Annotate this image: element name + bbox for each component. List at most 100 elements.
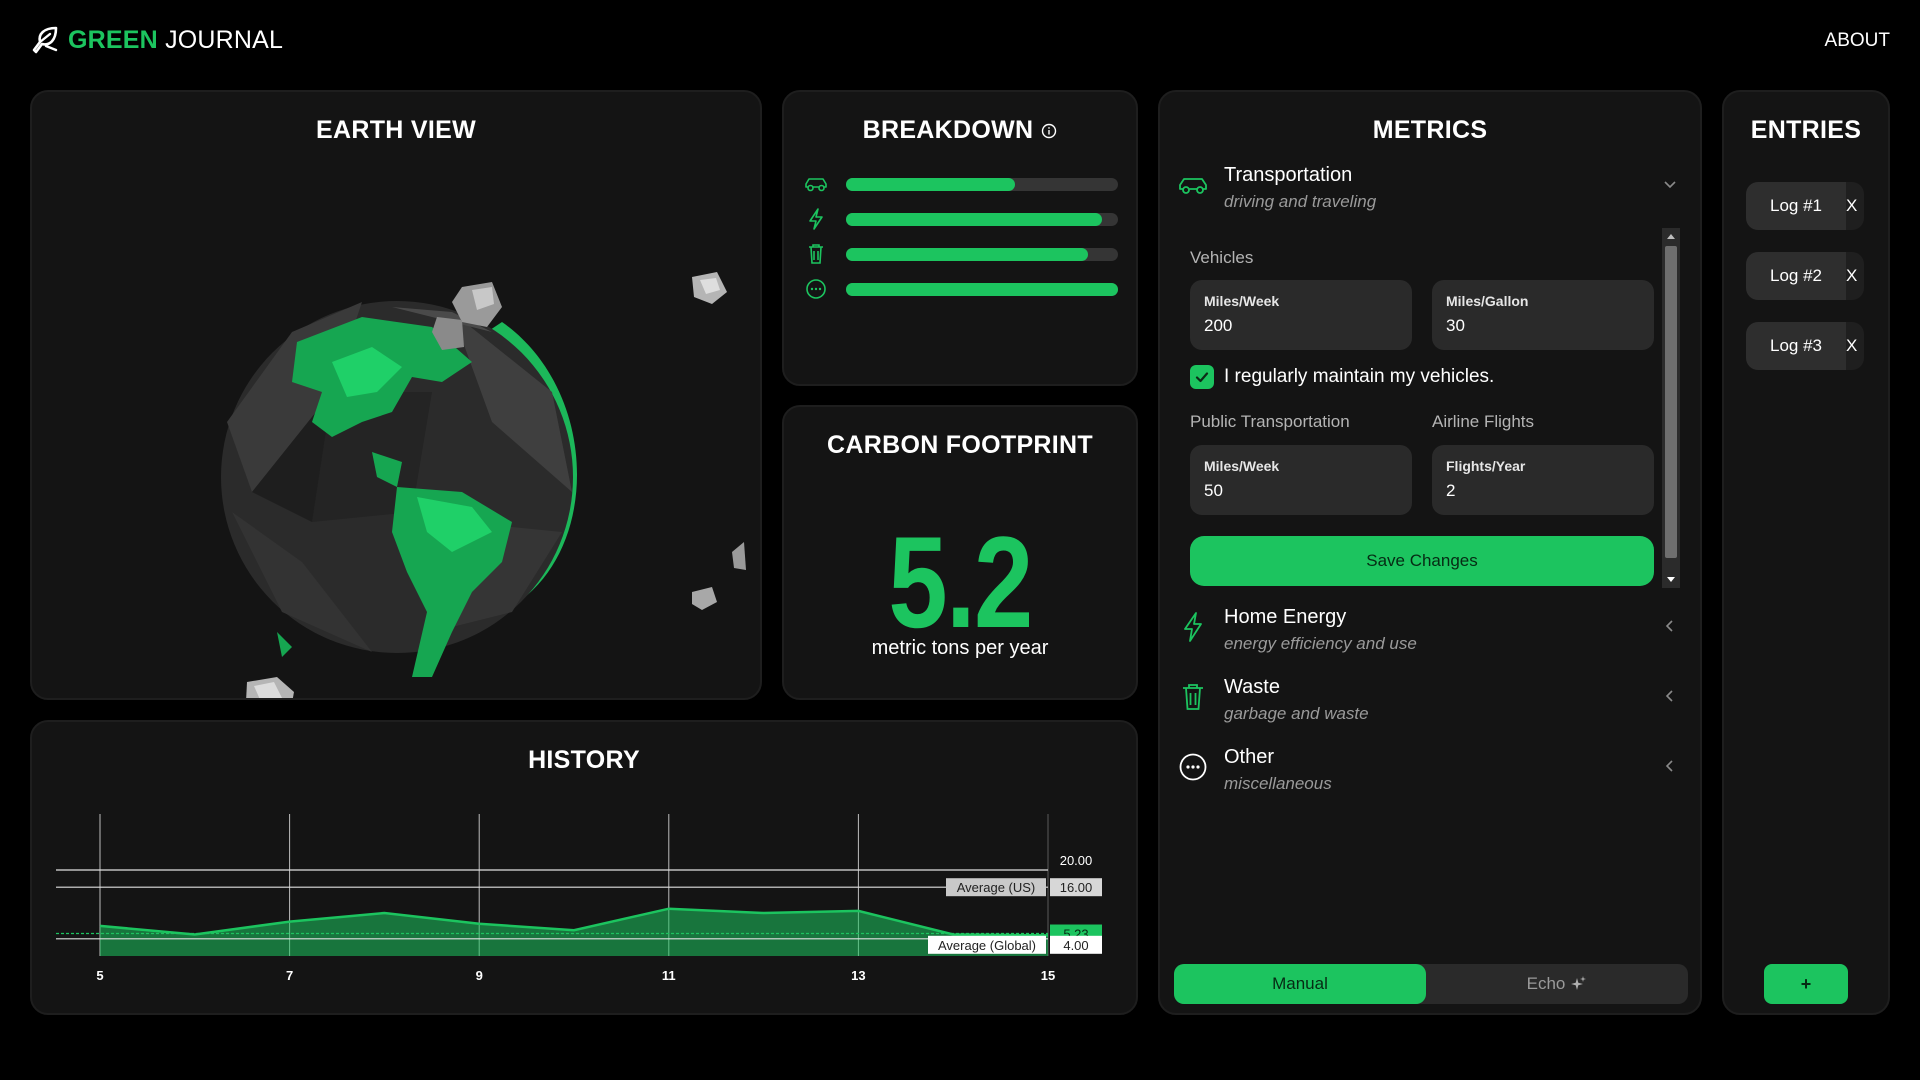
mode-echo-label: Echo	[1526, 974, 1566, 993]
scroll-thumb[interactable]	[1665, 246, 1677, 558]
field-label: Miles/Gallon	[1446, 293, 1529, 309]
category-title: Home Energy	[1224, 606, 1347, 628]
category-other[interactable]: Other miscellaneous	[1176, 746, 1680, 806]
category-waste[interactable]: Waste garbage and waste	[1176, 676, 1680, 736]
breakdown-row-other	[802, 277, 1118, 301]
category-subtitle: energy efficiency and use	[1224, 634, 1417, 653]
entry-log-button[interactable]: Log #1	[1746, 182, 1846, 230]
breakdown-title-text: BREAKDOWN	[862, 116, 1034, 144]
category-title: Transportation	[1224, 164, 1353, 186]
vehicle-miles-week-input[interactable]	[1204, 316, 1364, 336]
vehicles-label: Vehicles	[1190, 248, 1254, 267]
carbon-footprint-unit: metric tons per year	[871, 637, 1049, 659]
category-subtitle: driving and traveling	[1224, 192, 1377, 211]
metrics-title: METRICS	[1372, 116, 1488, 144]
sparkle-icon	[1571, 976, 1587, 990]
field-label: Flights/Year	[1446, 458, 1526, 474]
about-link[interactable]: ABOUT	[1824, 30, 1890, 51]
y-label-average-global-bg	[1050, 935, 1102, 954]
checkmark-icon	[1195, 372, 1209, 383]
maintain-vehicles-label: I regularly maintain my vehicles.	[1224, 366, 1495, 387]
category-subtitle: miscellaneous	[1224, 774, 1332, 793]
flights-year-field[interactable]: Flights/Year	[1432, 445, 1654, 515]
category-subtitle: garbage and waste	[1224, 704, 1369, 723]
earth-view-title: EARTH VIEW	[316, 116, 476, 144]
breakdown-row-waste	[802, 242, 1118, 266]
category-home-energy[interactable]: Home Energy energy efficiency and use	[1176, 606, 1680, 666]
category-title: Other	[1224, 746, 1275, 768]
miles-per-gallon-field[interactable]: Miles/Gallon	[1432, 280, 1654, 350]
metrics-panel: METRICS Transportation driving and trave…	[1158, 90, 1702, 1015]
breakdown-bar-fill	[846, 283, 1118, 296]
history-area	[100, 908, 1048, 956]
entry-log-2: Log #2 X	[1746, 252, 1864, 300]
lightning-icon	[802, 207, 830, 231]
breakdown-row-home-energy	[802, 207, 1118, 231]
entry-remove-button[interactable]: X	[1846, 322, 1864, 370]
trash-icon	[802, 242, 830, 266]
top-bar: GREEN JOURNAL ABOUT	[0, 0, 1920, 84]
entry-remove-button[interactable]: X	[1846, 182, 1864, 230]
breakdown-title: BREAKDOWN	[784, 116, 1136, 145]
caption-average-us-bg	[946, 878, 1046, 897]
chevron-left-icon	[1665, 690, 1673, 702]
history-line	[99, 907, 1049, 937]
save-changes-button[interactable]: Save Changes	[1190, 536, 1654, 586]
entries-panel: ENTRIES Log #1 X Log #2 X Log #3 X +	[1722, 90, 1890, 1015]
y-label-average-us-bg	[1050, 878, 1102, 897]
x-tick-label: 9	[476, 968, 483, 983]
history-panel: HISTORY 20.00 16.00 5.23 4.00 Average (US) Av…	[30, 720, 1138, 1015]
more-icon	[1176, 750, 1210, 784]
info-icon[interactable]	[1041, 123, 1057, 139]
mode-manual-button[interactable]: Manual	[1174, 964, 1426, 1004]
x-tick-label: 7	[286, 968, 293, 983]
add-entry-button[interactable]: +	[1764, 964, 1848, 1004]
entry-remove-button[interactable]: X	[1846, 252, 1864, 300]
earth-globe-canvas[interactable]	[32, 92, 760, 698]
carbon-footprint-panel: CARBON FOOTPRINT 5.2 metric tons per yea…	[782, 405, 1138, 700]
scroll-up-arrow[interactable]	[1662, 228, 1680, 244]
logo-white-text: JOURNAL	[165, 25, 284, 54]
carbon-footprint-title: CARBON FOOTPRINT	[827, 431, 1093, 459]
entry-log-3: Log #3 X	[1746, 322, 1864, 370]
carbon-footprint-value: 5.2	[888, 509, 1033, 655]
logo[interactable]: GREEN JOURNAL	[30, 24, 283, 56]
history-title: HISTORY	[528, 746, 640, 774]
chevron-left-icon	[1665, 620, 1673, 632]
field-label: Miles/Week	[1204, 293, 1280, 309]
breakdown-bar-fill	[846, 213, 1102, 226]
entry-log-button[interactable]: Log #2	[1746, 252, 1846, 300]
y-label-max: 20.00	[1060, 853, 1093, 868]
vehicle-miles-week-field[interactable]: Miles/Week	[1190, 280, 1412, 350]
breakdown-bar-fill	[846, 248, 1089, 261]
chevron-down-icon	[1664, 181, 1676, 189]
car-icon	[802, 172, 830, 196]
category-transportation[interactable]: Transportation driving and traveling	[1176, 164, 1680, 224]
x-tick-label: 11	[662, 968, 676, 983]
breakdown-panel: BREAKDOWN	[782, 90, 1138, 386]
miles-per-gallon-input[interactable]	[1446, 316, 1606, 336]
category-title: Waste	[1224, 676, 1280, 698]
x-tick-label: 5	[96, 968, 103, 983]
field-label: Miles/Week	[1204, 458, 1280, 474]
x-tick-label: 15	[1041, 968, 1055, 983]
maintain-vehicles-checkbox[interactable]	[1190, 365, 1214, 389]
public-miles-week-input[interactable]	[1204, 481, 1364, 501]
mode-echo-button[interactable]: Echo	[1426, 964, 1688, 1004]
car-icon	[1176, 168, 1210, 202]
breakdown-row-transportation	[802, 172, 1118, 196]
logo-text: GREEN JOURNAL	[68, 26, 283, 55]
scroll-down-arrow[interactable]	[1662, 572, 1680, 588]
caption-average-global: Average (Global)	[938, 938, 1036, 953]
caption-average-global-bg	[928, 935, 1046, 954]
breakdown-bar-track	[846, 283, 1118, 296]
caption-average-us: Average (US)	[957, 880, 1036, 895]
entry-log-button[interactable]: Log #3	[1746, 322, 1846, 370]
flights-year-input[interactable]	[1446, 481, 1606, 501]
lightning-icon	[1176, 610, 1210, 644]
logo-green-text: GREEN	[68, 25, 158, 54]
metrics-scrollbar[interactable]	[1662, 228, 1680, 588]
entries-title: ENTRIES	[1750, 116, 1862, 144]
public-miles-week-field[interactable]: Miles/Week	[1190, 445, 1412, 515]
